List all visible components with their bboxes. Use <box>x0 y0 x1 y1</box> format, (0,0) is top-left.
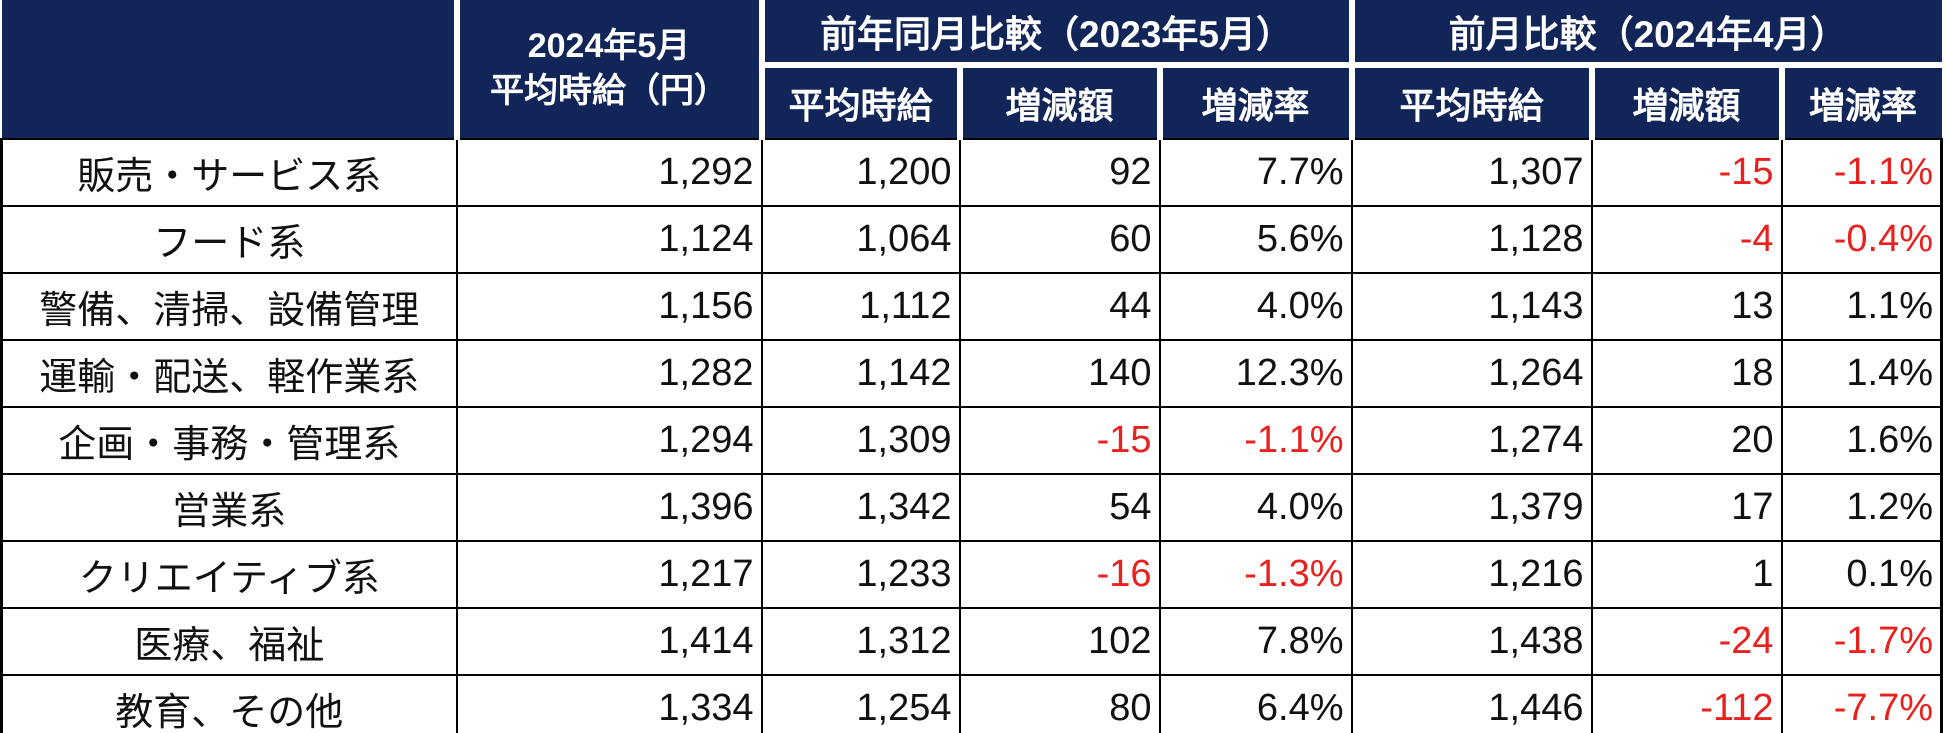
current-month-line1: 2024年5月 <box>527 27 691 66</box>
yoy-rate-header: 増減率 <box>1156 62 1352 139</box>
mom-avg-wage-cell: 1,438 <box>1350 607 1593 676</box>
table-row: 運輸・配送、軽作業系 1,282 1,142 140 12.3% 1,264 18 1.4% <box>0 339 1944 408</box>
current-avg-wage-cell: 1,294 <box>455 406 763 475</box>
yoy-rate-cell: 5.6% <box>1158 205 1353 274</box>
mom-rate-cell: -0.4% <box>1780 205 1944 274</box>
mom-rate-cell: 1.1% <box>1780 272 1944 341</box>
mom-diff-cell: 20 <box>1590 406 1783 475</box>
mom-avg-wage-cell: 1,143 <box>1350 272 1593 341</box>
mom-avg-wage-cell: 1,379 <box>1350 473 1593 542</box>
mom-diff-cell: -15 <box>1590 138 1783 207</box>
mom-diff-cell: -4 <box>1590 205 1783 274</box>
category-label: 企画・事務・管理系 <box>0 406 458 475</box>
mom-diff-cell: 1 <box>1590 540 1783 609</box>
mom-group-header: 前月比較（2024年4月） <box>1348 0 1942 65</box>
header-row-subcolumns: 平均時給 増減額 増減率 平均時給 増減額 増減率 <box>2 62 1942 139</box>
mom-diff-cell: 17 <box>1590 473 1783 542</box>
current-month-header-cell: 2024年5月 平均時給（円） <box>453 0 762 139</box>
table-row: 営業系 1,396 1,342 54 4.0% 1,379 17 1.2% <box>0 473 1944 542</box>
mom-rate-cell: -7.7% <box>1780 674 1944 733</box>
yoy-avg-wage-cell: 1,064 <box>760 205 961 274</box>
yoy-diff-cell: -15 <box>958 406 1161 475</box>
yoy-rate-cell: -1.1% <box>1158 406 1353 475</box>
current-avg-wage-cell: 1,156 <box>455 272 763 341</box>
yoy-diff-cell: 60 <box>958 205 1161 274</box>
mom-rate-cell: -1.1% <box>1780 138 1944 207</box>
current-avg-wage-cell: 1,282 <box>455 339 763 408</box>
mom-rate-cell: 1.2% <box>1780 473 1944 542</box>
yoy-rate-cell: -1.3% <box>1158 540 1353 609</box>
yoy-rate-cell: 4.0% <box>1158 473 1353 542</box>
yoy-avg-wage-cell: 1,254 <box>760 674 961 733</box>
table-row: フード系 1,124 1,064 60 5.6% 1,128 -4 -0.4% <box>0 205 1944 274</box>
mom-rate-cell: 0.1% <box>1780 540 1944 609</box>
table-row: 販売・サービス系 1,292 1,200 92 7.7% 1,307 -15 -1.1% <box>0 138 1944 207</box>
category-label: フード系 <box>0 205 458 274</box>
mom-avg-wage-cell: 1,264 <box>1350 339 1593 408</box>
mom-rate-cell: -1.7% <box>1780 607 1944 676</box>
yoy-diff-cell: 80 <box>958 674 1161 733</box>
table-header: 2024年5月 平均時給（円） 前年同月比較（2023年5月） 前月比較（202… <box>1 0 1942 139</box>
mom-avg-wage-cell: 1,274 <box>1350 406 1593 475</box>
header-row-groups: 2024年5月 平均時給（円） 前年同月比較（2023年5月） 前月比較（202… <box>1 0 1942 139</box>
yoy-avg-wage-cell: 1,112 <box>760 272 961 341</box>
mom-rate-cell: 1.4% <box>1780 339 1944 408</box>
category-label: 販売・サービス系 <box>0 138 458 207</box>
mom-rate-cell: 1.6% <box>1780 406 1944 475</box>
current-avg-wage-cell: 1,334 <box>455 674 763 733</box>
mom-diff-cell: -112 <box>1590 674 1783 733</box>
yoy-avg-wage-cell: 1,309 <box>760 406 961 475</box>
table-row: 企画・事務・管理系 1,294 1,309 -15 -1.1% 1,274 20 1.6% <box>0 406 1944 475</box>
yoy-avg-wage-cell: 1,312 <box>760 607 961 676</box>
yoy-avg-wage-cell: 1,200 <box>760 138 961 207</box>
current-avg-wage-cell: 1,292 <box>455 138 763 207</box>
yoy-avg-wage-cell: 1,142 <box>760 339 961 408</box>
corner-header-cell <box>1 0 457 139</box>
yoy-diff-cell: 44 <box>958 272 1161 341</box>
current-avg-wage-cell: 1,414 <box>455 607 763 676</box>
yoy-rate-cell: 7.7% <box>1158 138 1353 207</box>
current-avg-wage-cell: 1,396 <box>455 473 763 542</box>
table-row: 教育、その他 1,334 1,254 80 6.4% 1,446 -112 -7.7% <box>0 674 1944 733</box>
category-label: 営業系 <box>0 473 458 542</box>
yoy-group-header: 前年同月比較（2023年5月） <box>758 0 1352 65</box>
mom-rate-header: 増減率 <box>1778 62 1942 139</box>
yoy-rate-cell: 12.3% <box>1158 339 1353 408</box>
category-label: 警備、清掃、設備管理 <box>0 272 458 341</box>
mom-diff-header: 増減額 <box>1588 62 1782 139</box>
yoy-avg-wage-header: 平均時給 <box>758 62 960 139</box>
yoy-rate-cell: 6.4% <box>1158 674 1353 733</box>
category-label: 教育、その他 <box>0 674 458 733</box>
table-row: 医療、福祉 1,414 1,312 102 7.8% 1,438 -24 -1.7% <box>0 607 1944 676</box>
mom-diff-cell: 13 <box>1590 272 1783 341</box>
yoy-rate-cell: 4.0% <box>1158 272 1353 341</box>
table-row: クリエイティブ系 1,217 1,233 -16 -1.3% 1,216 1 0.1% <box>0 540 1944 609</box>
mom-avg-wage-cell: 1,446 <box>1350 674 1593 733</box>
category-label: 運輸・配送、軽作業系 <box>0 339 458 408</box>
category-label: クリエイティブ系 <box>0 540 458 609</box>
yoy-avg-wage-cell: 1,233 <box>760 540 961 609</box>
mom-diff-cell: 18 <box>1590 339 1783 408</box>
mom-avg-wage-cell: 1,307 <box>1350 138 1593 207</box>
yoy-avg-wage-cell: 1,342 <box>760 473 961 542</box>
yoy-rate-cell: 7.8% <box>1158 607 1353 676</box>
mom-diff-cell: -24 <box>1590 607 1783 676</box>
yoy-diff-cell: 54 <box>958 473 1161 542</box>
current-month-line2: 平均時給（円） <box>490 72 728 110</box>
yoy-diff-cell: 102 <box>958 607 1161 676</box>
mom-avg-wage-cell: 1,216 <box>1350 540 1593 609</box>
yoy-diff-cell: -16 <box>958 540 1161 609</box>
table-body: 販売・サービス系 1,292 1,200 92 7.7% 1,307 -15 -1.1% フード… <box>0 138 1944 733</box>
table-row: 警備、清掃、設備管理 1,156 1,112 44 4.0% 1,143 13 1.1% <box>0 272 1944 341</box>
category-label: 医療、福祉 <box>0 607 458 676</box>
mom-avg-wage-cell: 1,128 <box>1350 205 1593 274</box>
current-avg-wage-cell: 1,217 <box>455 540 763 609</box>
mom-avg-wage-header: 平均時給 <box>1348 62 1592 139</box>
yoy-diff-cell: 140 <box>958 339 1161 408</box>
yoy-diff-cell: 92 <box>958 138 1161 207</box>
yoy-diff-header: 増減額 <box>956 62 1160 139</box>
current-avg-wage-cell: 1,124 <box>455 205 763 274</box>
